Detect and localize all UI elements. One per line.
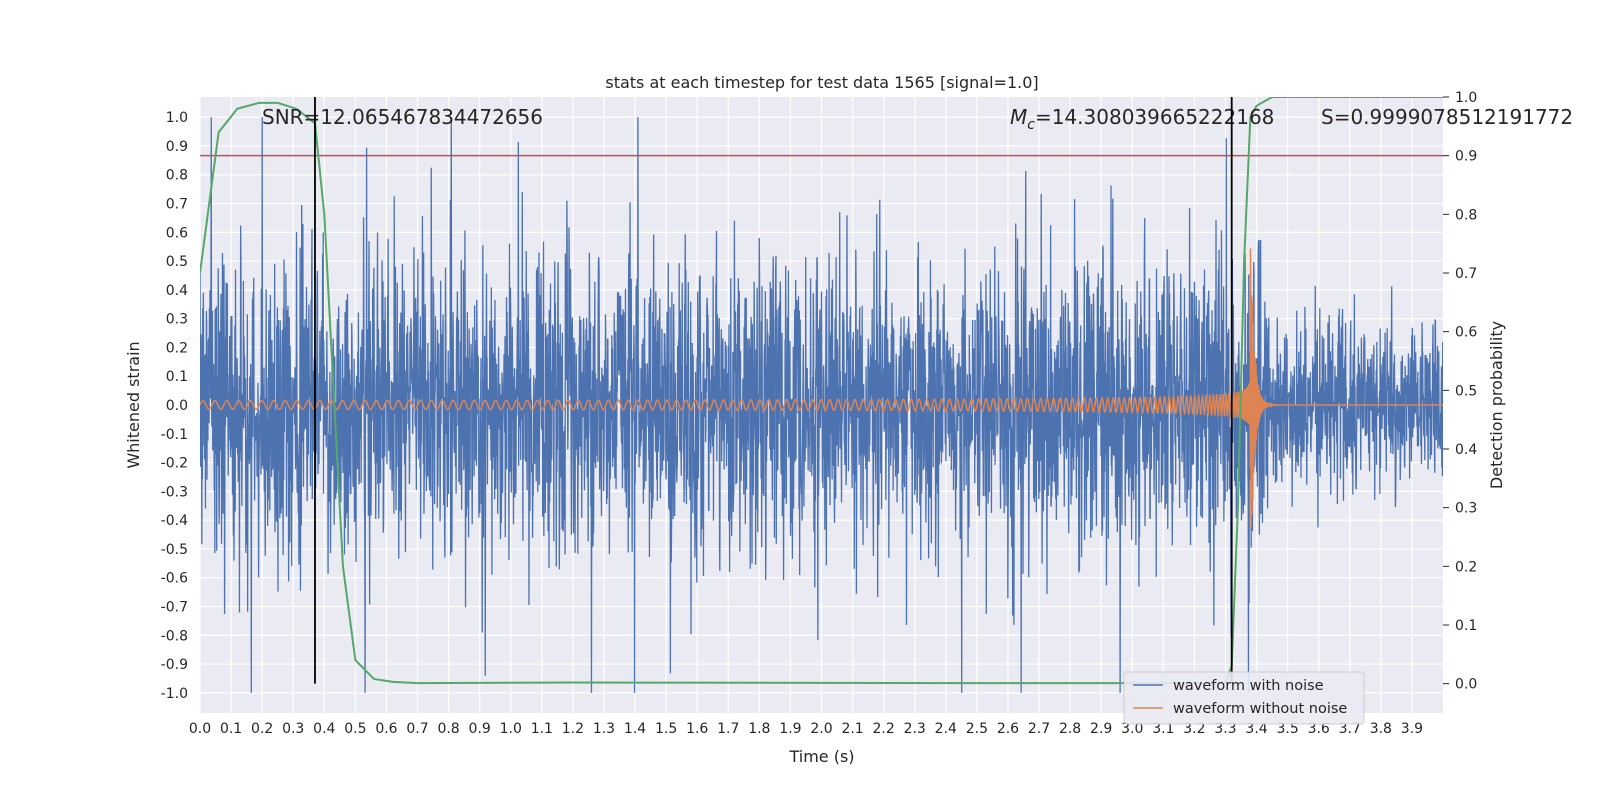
y-tick-label: 0.4 [166, 283, 188, 299]
x-axis-label: Time (s) [788, 747, 854, 766]
x-tick-label: 1.3 [593, 721, 615, 737]
x-tick-label: 1.9 [779, 721, 801, 737]
y2-axis-label: Detection probability [1487, 321, 1506, 489]
x-tick-label: 1.4 [624, 721, 646, 737]
legend-label-noise: waveform with noise [1173, 678, 1324, 694]
y-ticks: 1.0 0.9 0.8 0.7 0.6 0.5 0.4 0.3 0.2 0.1 0.0 -0.1 -0.… [161, 110, 188, 702]
x-tick-label: 1.5 [655, 721, 677, 737]
x-tick-label: 3.0 [1121, 721, 1143, 737]
x-tick-label: 3.7 [1339, 721, 1361, 737]
y-tick-label: -0.8 [161, 628, 188, 644]
y2-tick-label: 0.5 [1455, 383, 1477, 399]
x-tick-label: 1.8 [748, 721, 770, 737]
x-tick-label: 3.2 [1183, 721, 1205, 737]
x-ticks: 0.0 0.1 0.2 0.3 0.4 0.5 0.6 0.7 0.8 0.9 1.0 1.1 1.2 1… [189, 721, 1423, 737]
x-tick-label: 1.6 [686, 721, 708, 737]
x-tick-label: 1.0 [500, 721, 522, 737]
y2-tick-label: 0.9 [1455, 149, 1477, 165]
x-tick-label: 0.7 [406, 721, 428, 737]
series-waveform-with-noise [200, 117, 1443, 693]
y-tick-label: -0.1 [161, 427, 188, 443]
x-tick-label: 0.8 [437, 721, 459, 737]
x-tick-label: 2.6 [997, 721, 1019, 737]
y-tick-label: 0.5 [166, 254, 188, 270]
y-tick-label: -1.0 [161, 686, 188, 702]
y-tick-label: -0.3 [161, 484, 188, 500]
y-tick-label: 0.0 [166, 398, 188, 414]
y-tick-label: 1.0 [166, 110, 188, 126]
y2-tick-label: 0.8 [1455, 207, 1477, 223]
x-tick-label: 2.7 [1028, 721, 1050, 737]
x-tick-label: 2.4 [935, 721, 957, 737]
x-tick-label: 2.1 [841, 721, 863, 737]
legend-box [1123, 671, 1365, 725]
series-detection-probability [200, 97, 1443, 685]
x-tick-label: 2.9 [1090, 721, 1112, 737]
x-tick-label: 2.8 [1059, 721, 1081, 737]
x-tick-label: 3.9 [1401, 721, 1423, 737]
x-tick-label: 1.7 [717, 721, 739, 737]
y2-tick-label: 0.7 [1455, 266, 1477, 282]
x-tick-label: 3.1 [1152, 721, 1174, 737]
y-axis-label: Whitened strain [124, 341, 143, 468]
x-tick-label: 0.4 [313, 721, 335, 737]
x-tick-label: 3.4 [1245, 721, 1267, 737]
y-tick-label: 0.6 [166, 225, 188, 241]
x-tick-label: 3.3 [1214, 721, 1236, 737]
y-tick-label: 0.1 [166, 369, 188, 385]
chirp-mass-value: =14.308039665222168 [1035, 105, 1274, 129]
x-tick-label: 3.8 [1370, 721, 1392, 737]
plot-area [200, 97, 1443, 693]
chirp-mass-annotation: Mc=14.308039665222168 [1010, 105, 1274, 133]
x-tick-label: 1.2 [562, 721, 584, 737]
x-tick-label: 0.6 [375, 721, 397, 737]
y2-tick-label: 0.6 [1455, 325, 1477, 341]
y-tick-label: -0.7 [161, 599, 188, 615]
x-tick-label: 0.1 [220, 721, 242, 737]
x-tick-label: 0.3 [282, 721, 304, 737]
x-tick-label: 0.5 [344, 721, 366, 737]
legend-label-clean: waveform without noise [1173, 701, 1347, 717]
x-tick-label: 3.6 [1308, 721, 1330, 737]
y2-tick-label: 1.0 [1455, 90, 1477, 106]
y2-tick-label: 0.2 [1455, 559, 1477, 575]
y-tick-label: -0.4 [161, 513, 188, 529]
y-tick-label: 0.7 [166, 197, 188, 213]
x-tick-label: 2.5 [966, 721, 988, 737]
x-tick-label: 0.9 [469, 721, 491, 737]
legend: waveform with noise waveform without noi… [1123, 671, 1365, 725]
series-waveform-without-noise [200, 248, 1443, 528]
x-tick-label: 2.3 [904, 721, 926, 737]
y-tick-label: -0.5 [161, 542, 188, 558]
y2-tick-label: 0.0 [1455, 677, 1477, 693]
x-tick-label: 2.2 [873, 721, 895, 737]
chart-title: stats at each timestep for test data 156… [605, 73, 1038, 92]
y2-tick-label: 0.1 [1455, 618, 1477, 634]
y-tick-label: -0.9 [161, 657, 188, 673]
x-tick-label: 0.0 [189, 721, 211, 737]
y2-tick-label: 0.4 [1455, 442, 1477, 458]
y2-ticks: 1.0 0.9 0.8 0.7 0.6 0.5 0.4 0.3 0.2 0.1 0.0 [1443, 90, 1477, 693]
chirp-mass-subscript: c [1027, 117, 1035, 133]
y-tick-label: 0.2 [166, 340, 188, 356]
x-tick-label: 2.0 [810, 721, 832, 737]
y-tick-label: 0.8 [166, 168, 188, 184]
y-tick-label: 0.9 [166, 139, 188, 155]
y-tick-label: -0.6 [161, 571, 188, 587]
snr-annotation: SNR=12.065467834472656 [262, 105, 543, 129]
x-tick-label: 1.1 [531, 721, 553, 737]
chirp-mass-symbol: M [1010, 105, 1027, 129]
s-annotation: S=0.9999078512191772 [1321, 105, 1573, 129]
y-tick-label: -0.2 [161, 456, 188, 472]
y2-tick-label: 0.3 [1455, 501, 1477, 517]
x-tick-label: 0.2 [251, 721, 273, 737]
x-tick-label: 3.5 [1276, 721, 1298, 737]
y-tick-label: 0.3 [166, 312, 188, 328]
